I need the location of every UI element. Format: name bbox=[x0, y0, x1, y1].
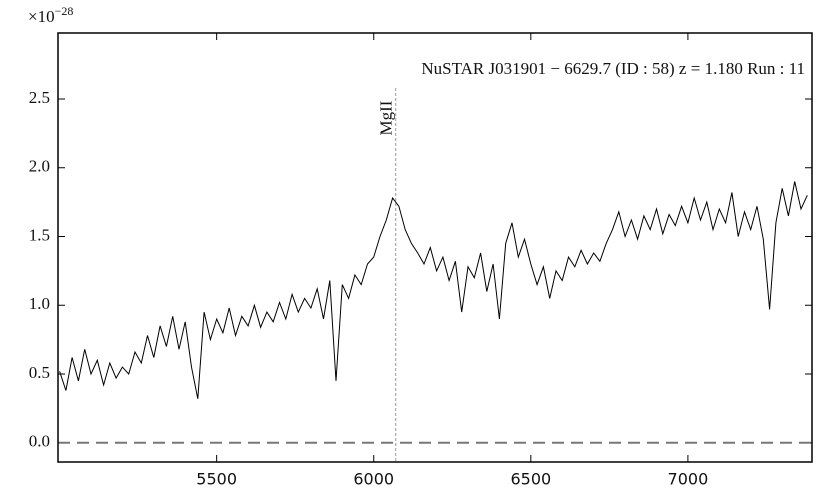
y-tick-label: 2.0 bbox=[29, 157, 50, 176]
y-tick-label: 0.0 bbox=[29, 432, 50, 451]
x-tick-label: 6000 bbox=[353, 470, 394, 489]
multiplier-exponent: −28 bbox=[55, 4, 74, 18]
spectrum-line bbox=[59, 181, 808, 399]
x-tick-label: 5500 bbox=[196, 470, 237, 489]
plot-frame bbox=[57, 32, 813, 463]
multiplier-base: ×10 bbox=[28, 7, 55, 26]
y-tick-label: 2.5 bbox=[29, 88, 50, 107]
y-tick-label: 1.5 bbox=[29, 225, 50, 244]
x-tick-label: 6500 bbox=[510, 470, 551, 489]
y-multiplier: ×10−28 bbox=[28, 4, 73, 26]
line-label: MgII bbox=[377, 100, 396, 135]
x-tick-label: 7000 bbox=[668, 470, 709, 489]
y-tick-label: 1.0 bbox=[29, 294, 50, 313]
chart-title: NuSTAR J031901 − 6629.7 (ID : 58) z = 1.… bbox=[421, 59, 805, 78]
y-tick-label: 0.5 bbox=[29, 363, 50, 382]
